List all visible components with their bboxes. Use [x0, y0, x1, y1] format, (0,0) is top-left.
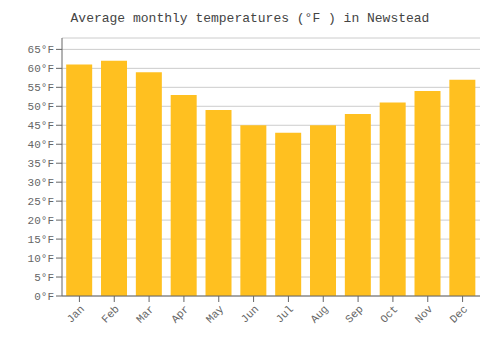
- svg-text:Feb: Feb: [99, 303, 121, 325]
- svg-text:50°F: 50°F: [28, 101, 54, 113]
- svg-text:65°F: 65°F: [28, 44, 54, 56]
- svg-text:Aug: Aug: [308, 303, 330, 325]
- svg-text:0°F: 0°F: [34, 291, 54, 303]
- svg-text:Jun: Jun: [239, 303, 261, 325]
- svg-text:Mar: Mar: [134, 303, 156, 325]
- svg-text:25°F: 25°F: [28, 196, 54, 208]
- svg-text:Dec: Dec: [448, 303, 470, 325]
- svg-text:Jan: Jan: [65, 303, 87, 325]
- svg-text:Oct: Oct: [378, 303, 400, 325]
- svg-text:10°F: 10°F: [28, 253, 54, 265]
- svg-text:Sep: Sep: [343, 303, 365, 325]
- svg-text:20°F: 20°F: [28, 215, 54, 227]
- svg-text:15°F: 15°F: [28, 234, 54, 246]
- svg-text:Apr: Apr: [169, 303, 191, 325]
- svg-text:60°F: 60°F: [28, 63, 54, 75]
- svg-text:35°F: 35°F: [28, 158, 54, 170]
- svg-text:30°F: 30°F: [28, 177, 54, 189]
- svg-text:40°F: 40°F: [28, 139, 54, 151]
- svg-text:May: May: [204, 303, 227, 326]
- svg-text:5°F: 5°F: [34, 272, 54, 284]
- svg-text:45°F: 45°F: [28, 120, 54, 132]
- svg-text:Jul: Jul: [274, 303, 296, 325]
- svg-text:Nov: Nov: [413, 303, 436, 326]
- html-text:Average monthly temperatures (: Average monthly temperatures (°F ) in Ne…: [70, 11, 430, 26]
- svg-text:55°F: 55°F: [28, 82, 54, 94]
